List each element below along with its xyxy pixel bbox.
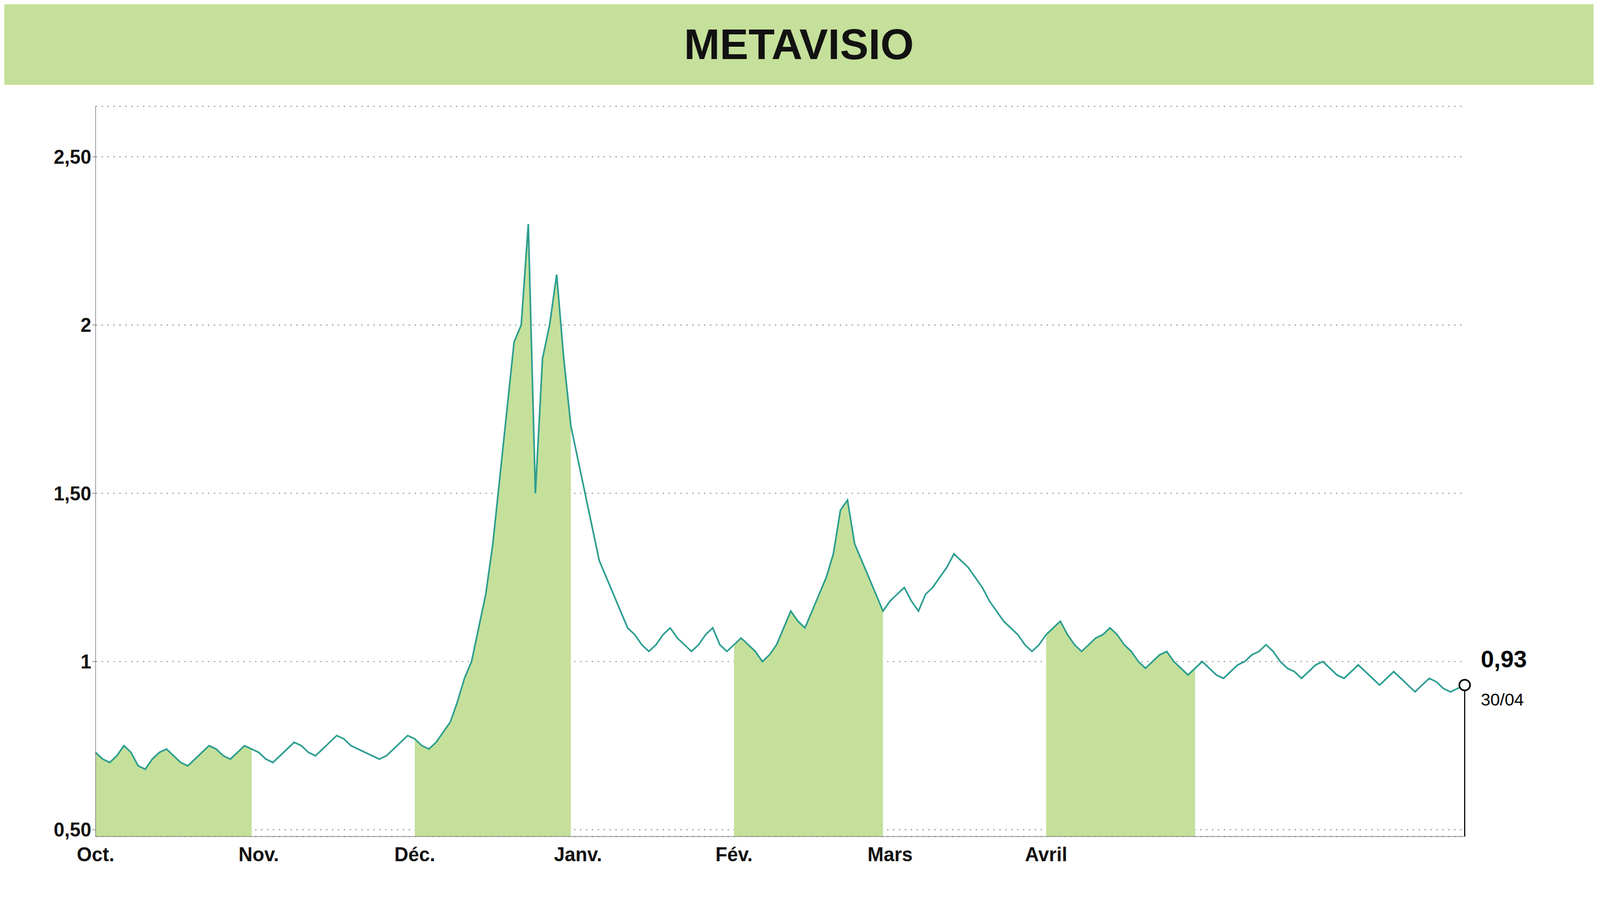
html-text:METAVISIO: METAVISIO (683, 20, 914, 69)
svg-text:0,93: 0,93 (1480, 645, 1527, 673)
svg-text:1: 1 (80, 650, 92, 673)
svg-text:Oct.: Oct. (76, 843, 115, 866)
svg-text:Déc.: Déc. (394, 843, 436, 866)
svg-text:Nov.: Nov. (238, 843, 279, 866)
svg-text:2: 2 (80, 314, 92, 337)
svg-text:1,50: 1,50 (53, 482, 92, 505)
svg-text:Mars: Mars (867, 843, 913, 866)
svg-text:Janv.: Janv. (554, 843, 602, 866)
svg-text:Fév.: Fév. (715, 843, 753, 866)
svg-text:30/04: 30/04 (1480, 689, 1524, 710)
svg-text:0,50: 0,50 (53, 818, 92, 841)
svg-text:Avril: Avril (1024, 843, 1068, 866)
svg-text:2,50: 2,50 (53, 146, 92, 169)
